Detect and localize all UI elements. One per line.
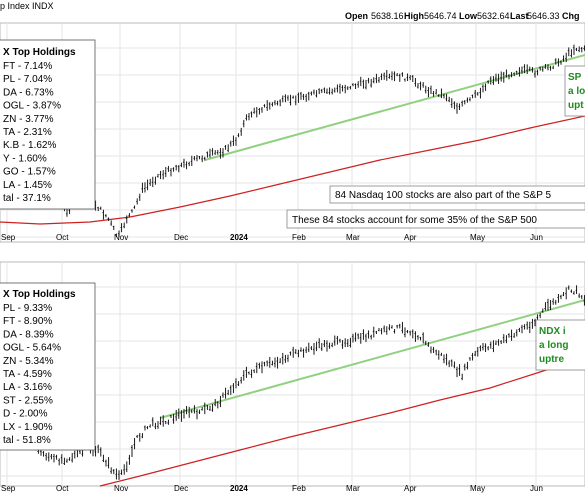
- holding-item: PL - 9.33%: [3, 303, 52, 314]
- holding-item: tal - 37.1%: [3, 193, 51, 204]
- trendline-bottom: [159, 299, 585, 419]
- x-tick-label: Oct: [56, 233, 69, 242]
- note-line: a long: [539, 340, 568, 351]
- x-tick-label: Jun: [530, 484, 543, 493]
- holdings-title: X Top Holdings: [3, 47, 76, 58]
- note-line: NDX i: [539, 326, 566, 337]
- holding-item: ZN - 3.77%: [3, 114, 54, 125]
- holding-item: TA - 2.31%: [3, 127, 52, 138]
- x-tick-label: 2024: [230, 484, 248, 493]
- holding-item: D - 2.00%: [3, 409, 48, 420]
- ohlc-readout: Open 5638.16 High 5646.74 Low 5632.64 La…: [345, 11, 580, 21]
- holding-item: OGL - 5.64%: [3, 343, 61, 354]
- close-value: 5646.33: [527, 11, 560, 21]
- holding-item: ZN - 5.34%: [3, 356, 54, 367]
- low-value: 5632.64: [477, 11, 510, 21]
- holding-item: FT - 7.14%: [3, 61, 52, 72]
- callout-text: These 84 stocks account for some 35% of …: [292, 215, 537, 226]
- close-label: Last: [510, 11, 529, 21]
- low-label: Low: [459, 11, 478, 21]
- chart-title: p Index INDX: [0, 1, 54, 11]
- bottom-panel-frame: [0, 261, 585, 487]
- note-line: SP: [568, 72, 582, 83]
- moving-average-bottom: [99, 357, 585, 487]
- high-value: 5646.74: [424, 11, 457, 21]
- x-tick-label: Dec: [174, 484, 188, 493]
- price-series: [0, 44, 585, 487]
- price-bars-top: [0, 44, 585, 238]
- note-box-bottom: NDX i a long uptre: [535, 319, 585, 371]
- holding-item: DA - 6.73%: [3, 87, 54, 98]
- holding-item: LA - 3.16%: [3, 382, 52, 393]
- open-value: 5638.16: [371, 11, 404, 21]
- holding-item: OGL - 3.87%: [3, 101, 61, 112]
- holding-item: tal - 51.8%: [3, 435, 51, 446]
- note-box-top: SP a lo upt: [564, 65, 585, 117]
- x-tick-label: Feb: [292, 233, 306, 242]
- x-tick-label: Nov: [114, 484, 128, 493]
- x-tick-label: Apr: [404, 233, 417, 242]
- holdings-box-top: X Top Holdings FT - 7.14% PL - 7.04% DA - …: [0, 39, 96, 210]
- note-line: uptre: [539, 354, 564, 365]
- holdings-title: X Top Holdings: [3, 289, 76, 300]
- x-tick-label: Dec: [174, 233, 188, 242]
- x-axis-bottom: Sep Oct Nov Dec 2024 Feb Mar Apr May Jun: [1, 484, 543, 493]
- x-tick-label: Oct: [56, 484, 69, 493]
- callout-box-1: 84 Nasdaq 100 stocks are also part of th…: [329, 185, 585, 204]
- x-tick-label: Mar: [346, 484, 360, 493]
- x-axis-top: Sep Oct Nov Dec 2024 Feb Mar Apr May Jun: [1, 233, 543, 242]
- holding-item: LX - 1.90%: [3, 422, 53, 433]
- note-line: upt: [568, 100, 584, 111]
- callout-text: 84 Nasdaq 100 stocks are also part of th…: [335, 190, 551, 201]
- callout-box-2: These 84 stocks account for some 35% of …: [286, 209, 585, 229]
- open-label: Open: [345, 11, 368, 21]
- holding-item: FT - 8.90%: [3, 316, 52, 327]
- x-tick-label: Apr: [404, 484, 417, 493]
- x-tick-label: May: [470, 233, 485, 242]
- x-tick-label: Jun: [530, 233, 543, 242]
- top-panel-frame: [0, 22, 585, 243]
- holding-item: DA - 8.39%: [3, 329, 54, 340]
- moving-average-top: [0, 115, 585, 225]
- note-line: a lo: [568, 86, 585, 97]
- holdings-box-bottom: X Top Holdings PL - 9.33% FT - 8.90% DA - …: [0, 282, 96, 451]
- holding-item: ST - 2.55%: [3, 395, 53, 406]
- high-label: High: [404, 11, 424, 21]
- holding-item: K.B - 1.62%: [3, 140, 56, 151]
- x-tick-label: Sep: [1, 233, 16, 242]
- chg-label: Chg: [562, 11, 580, 21]
- holding-item: GO - 1.57%: [3, 167, 56, 178]
- holding-item: PL - 7.04%: [3, 74, 52, 85]
- holding-item: LA - 1.45%: [3, 180, 52, 191]
- x-tick-label: Sep: [1, 484, 16, 493]
- x-tick-label: Mar: [346, 233, 360, 242]
- x-tick-label: 2024: [230, 233, 248, 242]
- x-tick-label: Nov: [114, 233, 128, 242]
- x-tick-label: May: [470, 484, 485, 493]
- x-tick-label: Feb: [292, 484, 306, 493]
- grid: [0, 23, 585, 486]
- holding-item: Y - 1.60%: [3, 153, 47, 164]
- holding-item: TA - 4.59%: [3, 369, 52, 380]
